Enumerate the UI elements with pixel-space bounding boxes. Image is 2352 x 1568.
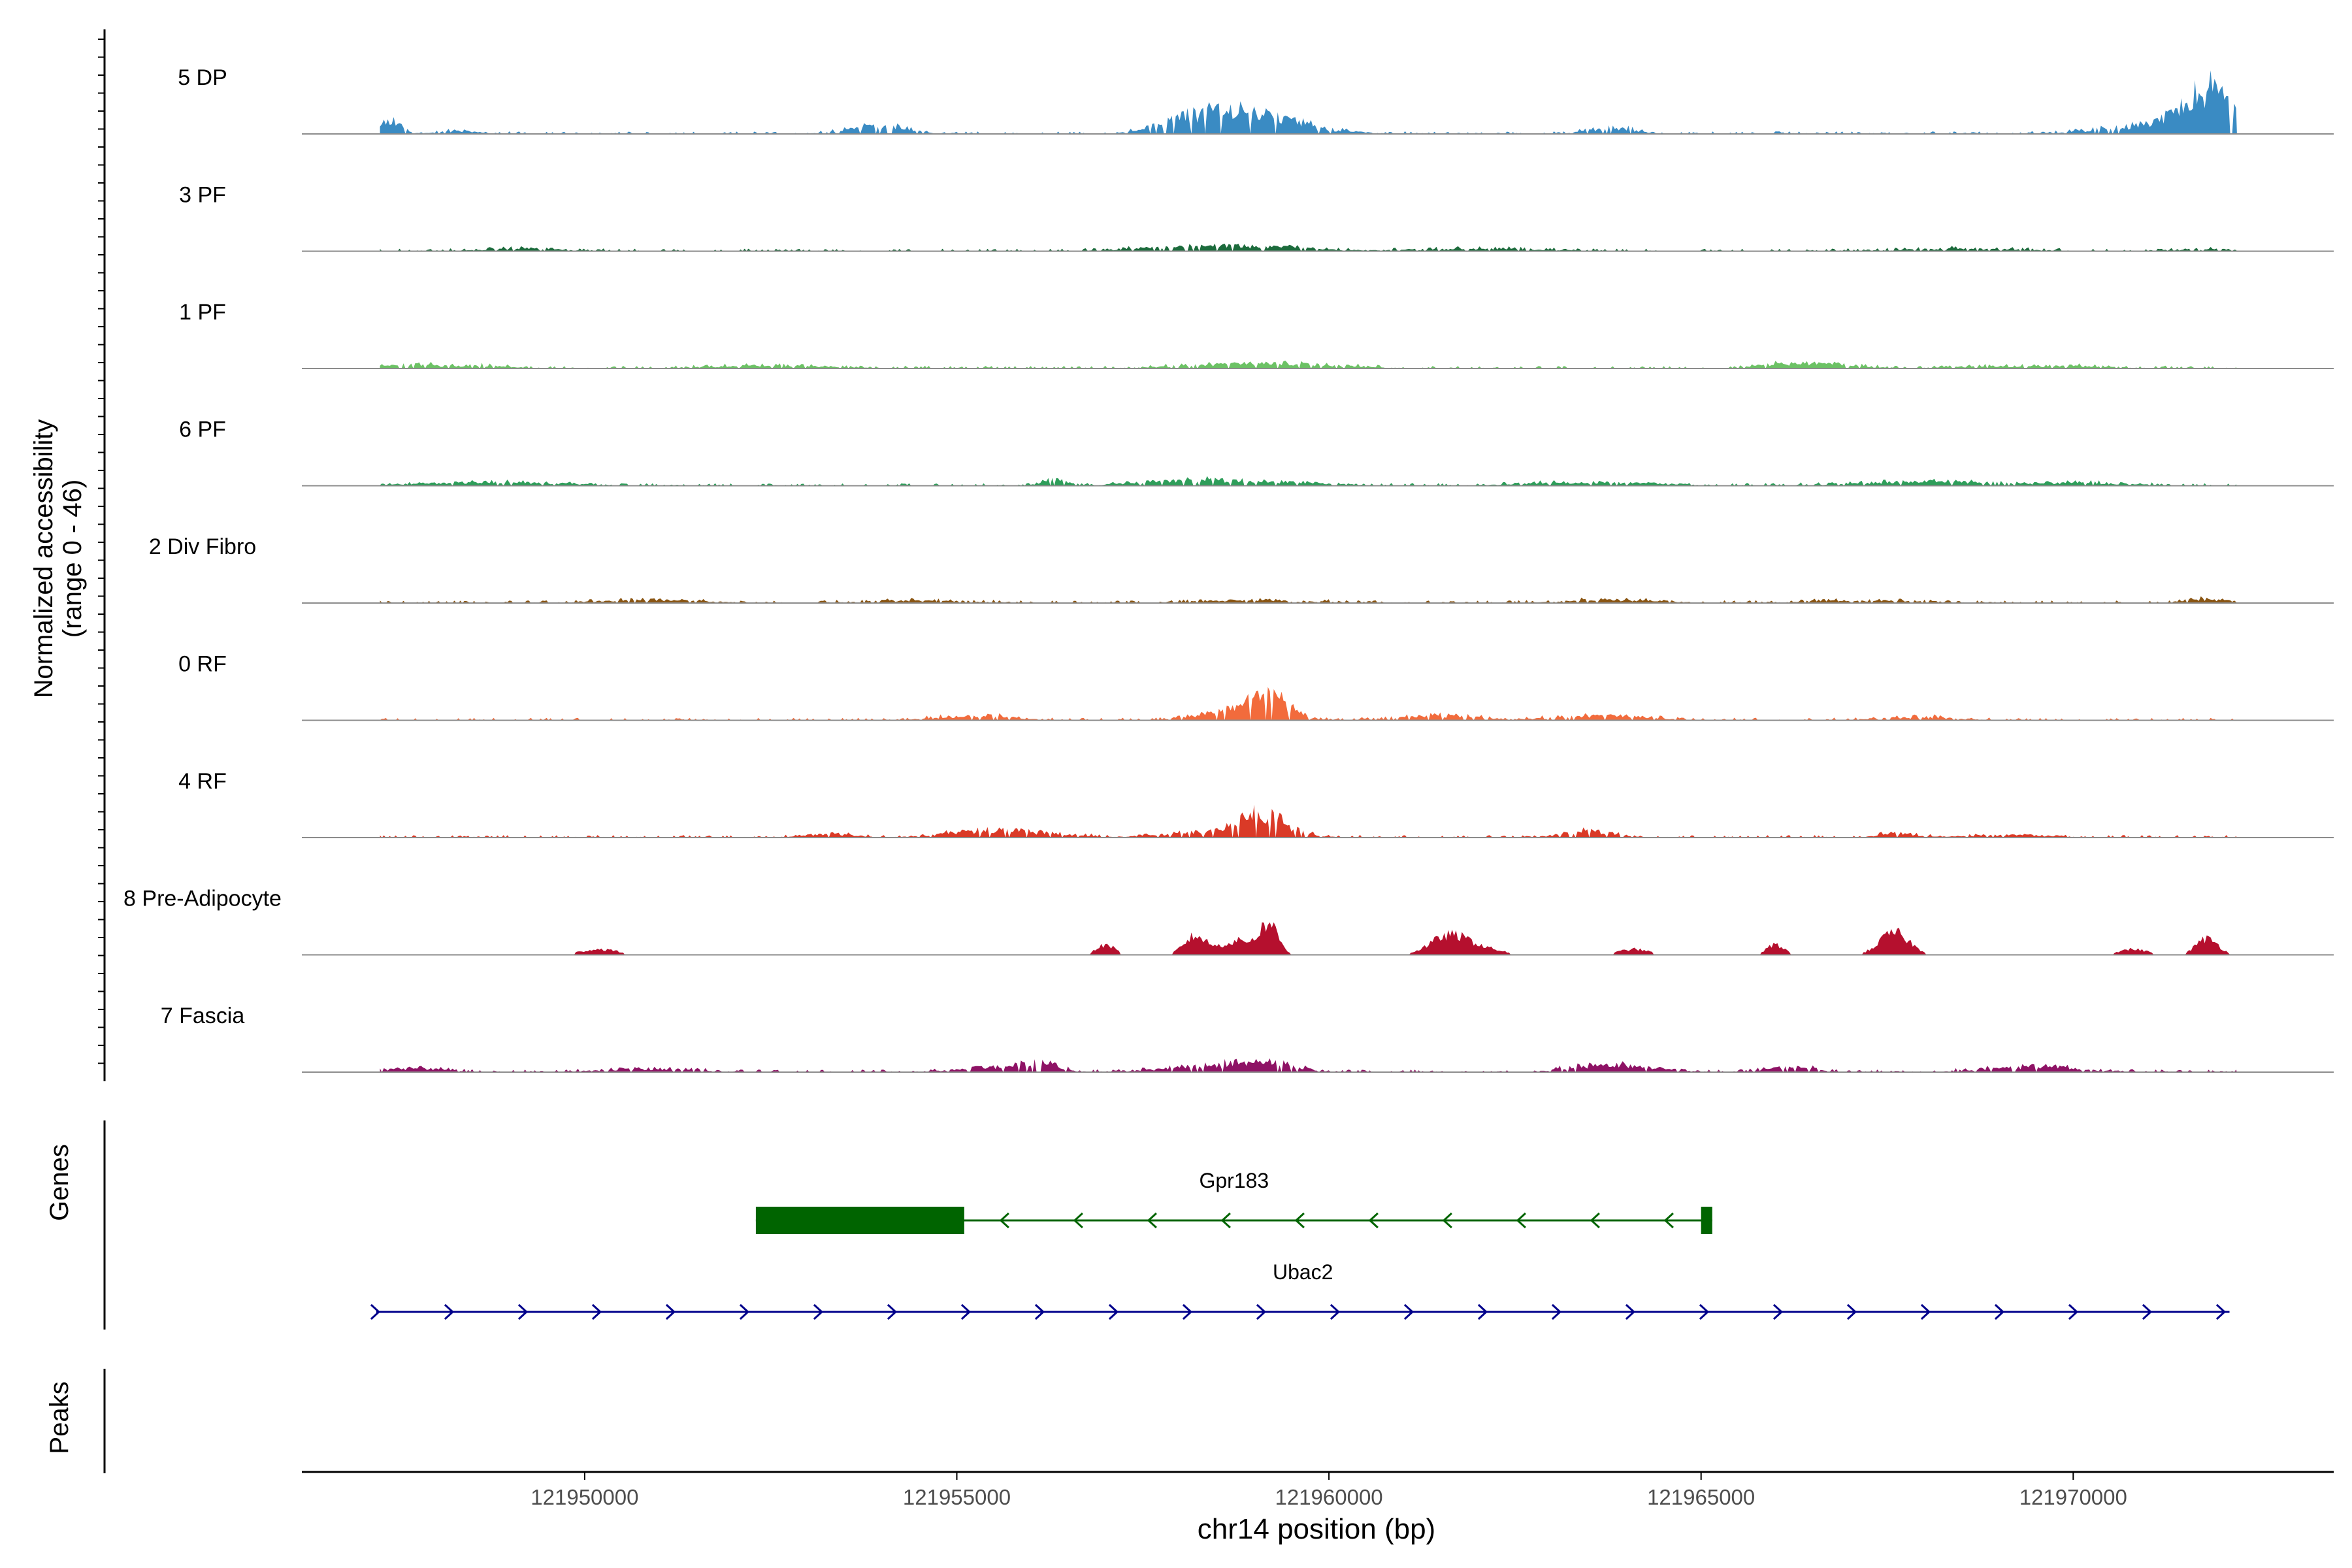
strand-arrow [517, 1303, 529, 1320]
strand-arrow [999, 1212, 1009, 1229]
track-label: 3 PF [179, 183, 226, 208]
track-5-dp: 5 DP [178, 65, 2334, 135]
strand-arrow [591, 1303, 602, 1320]
strand-arrow [665, 1303, 676, 1320]
coverage-area [380, 922, 2237, 955]
strand-arrow [1590, 1212, 1600, 1229]
x-axis: 121950000 121955000 121960000 121965000 1219… [302, 1471, 2334, 1509]
track-label: 5 DP [178, 65, 227, 90]
strand-arrow [1442, 1212, 1452, 1229]
track-0-rf: 0 RF [178, 652, 2334, 721]
strand-arrow [2142, 1303, 2153, 1320]
strand-arrow [1772, 1303, 1784, 1320]
strand-arrow [1403, 1303, 1414, 1320]
strand-arrow [1256, 1303, 1267, 1320]
x-tick-label: 121965000 [1647, 1485, 1755, 1509]
strand-arrow [2215, 1303, 2227, 1320]
strand-arrow [1846, 1303, 1857, 1320]
strand-arrow [1073, 1212, 1083, 1229]
coverage-area [380, 70, 2237, 134]
coverage-area [380, 687, 2237, 721]
track-y-axes [98, 29, 106, 1473]
strand-arrow [1663, 1212, 1674, 1229]
strand-arrow [1368, 1212, 1379, 1229]
strand-arrow [1477, 1303, 1488, 1320]
gene-gpr183: Gpr183 [755, 1169, 1712, 1234]
strand-arrow [1034, 1303, 1045, 1320]
x-axis-title: chr14 position (bp) [1198, 1513, 1435, 1545]
strand-arrow [813, 1303, 824, 1320]
track-8-pre-adipocyte: 8 Pre-Adipocyte [123, 887, 2334, 956]
strand-arrow [1516, 1212, 1526, 1229]
strand-arrow [444, 1303, 455, 1320]
strand-arrow [1108, 1303, 1119, 1320]
x-tick-label: 121955000 [903, 1485, 1011, 1509]
peaks-panel-label: Peaks [45, 1381, 74, 1454]
track-label: 0 RF [178, 652, 227, 677]
strand-arrow [1220, 1212, 1231, 1229]
coverage-area [380, 596, 2237, 603]
strand-arrow [1182, 1303, 1193, 1320]
y-axis-label-line2: (range 0 - 46) [58, 480, 87, 638]
strand-arrow [1625, 1303, 1636, 1320]
track-label: 1 PF [179, 300, 226, 325]
x-tick-label: 121960000 [1275, 1485, 1382, 1509]
strand-arrow [887, 1303, 898, 1320]
strand-arrow [739, 1303, 750, 1320]
track-label: 4 RF [178, 769, 227, 794]
x-tick-label: 121970000 [2019, 1485, 2127, 1509]
strand-arrow [1551, 1303, 1562, 1320]
strand-arrow [1330, 1303, 1341, 1320]
strand-arrow [1294, 1212, 1305, 1229]
track-label: 2 Div Fibro [149, 534, 256, 559]
coverage-area [380, 1058, 2237, 1072]
gene-name: Gpr183 [1199, 1169, 1269, 1192]
track-4-rf: 4 RF [178, 769, 2334, 838]
coverage-area [380, 476, 2237, 486]
track-label: 6 PF [179, 417, 226, 442]
coverage-area [380, 804, 2237, 838]
gene-exon [1701, 1207, 1712, 1234]
track-7-fascia: 7 Fascia [161, 1004, 2334, 1073]
gene-annotation-panel: Gpr183 Ubac2 [370, 1169, 2230, 1320]
strand-arrow [1147, 1212, 1157, 1229]
gene-ubac2: Ubac2 [370, 1260, 2230, 1320]
track-1-pf: 1 PF [179, 300, 2334, 369]
track-6-pf: 6 PF [179, 417, 2334, 487]
track-label: 8 Pre-Adipocyte [123, 887, 282, 911]
y-axis-label-line1: Normalized accessibility [29, 419, 58, 698]
strand-arrow [370, 1303, 381, 1320]
track-2-div-fibro: 2 Div Fibro [149, 534, 2334, 604]
genes-panel-label: Genes [45, 1144, 74, 1221]
strand-arrow [960, 1303, 972, 1320]
strand-arrow [1699, 1303, 1710, 1320]
gene-exon [755, 1207, 964, 1234]
x-tick-label: 121950000 [531, 1485, 638, 1509]
strand-arrow [1994, 1303, 2005, 1320]
track-label: 7 Fascia [161, 1004, 245, 1028]
strand-arrow [1920, 1303, 1931, 1320]
gene-name: Ubac2 [1273, 1260, 1333, 1284]
coverage-tracks: 5 DP 3 PF 1 PF 6 PF 2 Div Fibro 0 RF 4 RF 8 Pre… [123, 65, 2334, 1073]
coverage-area [380, 361, 2237, 368]
strand-arrow [2068, 1303, 2079, 1320]
track-3-pf: 3 PF [179, 183, 2334, 252]
coverage-area [380, 243, 2237, 252]
